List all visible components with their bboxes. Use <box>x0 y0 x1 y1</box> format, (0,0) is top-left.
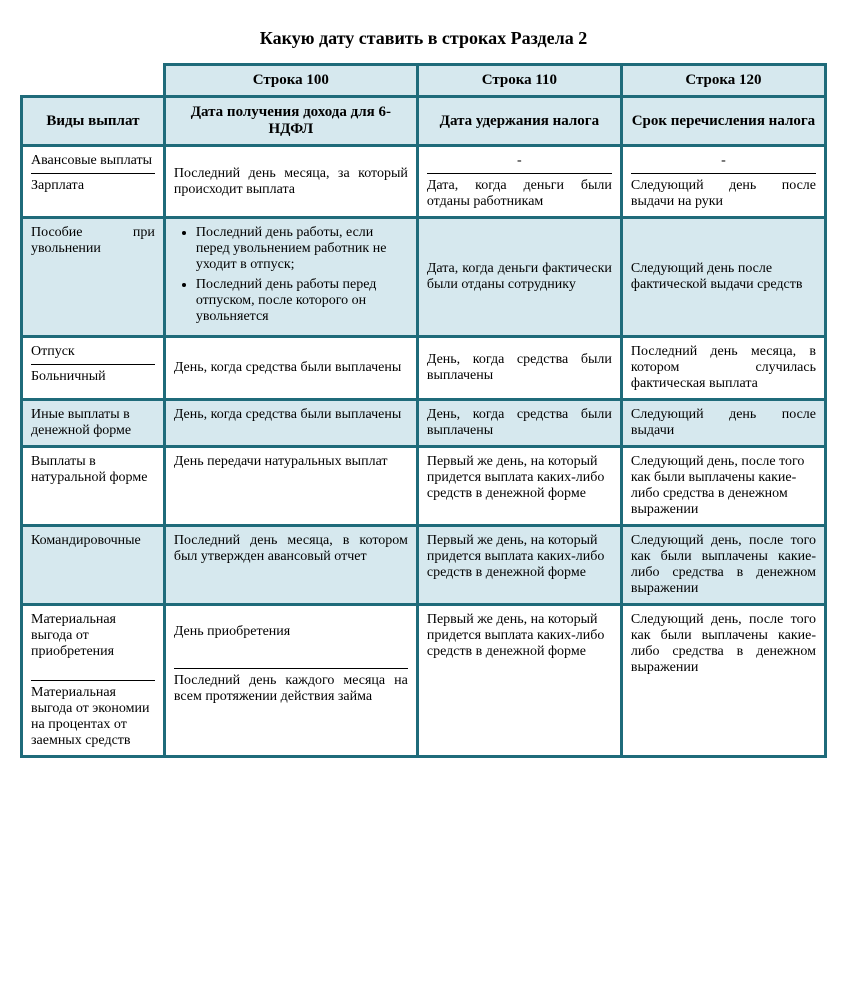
table-header-row-2: Виды выплат Дата получения дохода для 6-… <box>22 97 826 146</box>
income-date-cell: День, когда средства были выплачены <box>164 400 417 447</box>
cell-value: - <box>427 153 612 174</box>
table-row: Пособие при увольнении Последний день ра… <box>22 218 826 337</box>
cell-value: Дата, когда деньги были отданы работника… <box>427 178 612 210</box>
table-row: Выплаты в натуральной форме День передач… <box>22 447 826 526</box>
table-row: Материальная выгода от приобретения Мате… <box>22 605 826 757</box>
payment-type-cell: Авансовые выплаты Зарплата <box>22 146 165 218</box>
col-header-withhold-date: Дата удержания налога <box>417 97 621 146</box>
cell-value: - <box>631 153 816 174</box>
withhold-date-cell: День, когда средства были выплачены <box>417 400 621 447</box>
payment-type-cell: Командировочные <box>22 526 165 605</box>
transfer-date-cell: Последний день месяца, в котором случила… <box>621 337 825 400</box>
payment-type-label: Больничный <box>31 369 155 385</box>
col-header-110: Строка 110 <box>417 65 621 97</box>
col-header-types: Виды выплат <box>22 97 165 146</box>
payment-type-cell: Отпуск Больничный <box>22 337 165 400</box>
transfer-date-cell: Следующий день после выдачи <box>621 400 825 447</box>
payment-type-label: Материальная выгода от приобретения <box>31 612 155 681</box>
payment-type-label: Авансовые выплаты <box>31 153 155 174</box>
cell-value: Последний день каждого месяца на всем пр… <box>174 673 408 705</box>
col-header-transfer-date: Срок перечисления налога <box>621 97 825 146</box>
transfer-date-cell: Следующий день после фактической выдачи … <box>621 218 825 337</box>
withhold-date-cell: Первый же день, на который придется выпл… <box>417 605 621 757</box>
table-row: Иные выплаты в денежной форме День, когд… <box>22 400 826 447</box>
empty-corner <box>22 65 165 97</box>
income-date-cell: День, когда средства были выплачены <box>164 337 417 400</box>
income-date-cell: День передачи натуральных выплат <box>164 447 417 526</box>
payment-type-label: Зарплата <box>31 178 155 194</box>
withhold-date-cell: Первый же день, на который придется выпл… <box>417 526 621 605</box>
col-header-income-date: Дата получения дохода для 6-НДФЛ <box>164 97 417 146</box>
transfer-date-cell: Следующий день, после того как были выпл… <box>621 447 825 526</box>
tax-date-table: Строка 100 Строка 110 Строка 120 Виды вы… <box>20 63 827 758</box>
withhold-date-cell: Первый же день, на который придется выпл… <box>417 447 621 526</box>
list-item: Последний день работы, если перед увольн… <box>196 225 408 273</box>
list-item: Последний день работы перед отпуском, по… <box>196 277 408 325</box>
payment-type-cell: Выплаты в натуральной форме <box>22 447 165 526</box>
income-date-cell: День приобретения Последний день каждого… <box>164 605 417 757</box>
cell-value: Следующий день после выдачи на руки <box>631 178 816 210</box>
transfer-date-cell: Следующий день, после того как были выпл… <box>621 605 825 757</box>
payment-type-label: Отпуск <box>31 344 155 365</box>
table-row: Отпуск Больничный День, когда средства б… <box>22 337 826 400</box>
cell-value: День приобретения <box>174 612 408 669</box>
payment-type-cell: Иные выплаты в денежной форме <box>22 400 165 447</box>
withhold-date-cell: Дата, когда деньги фактически были отдан… <box>417 218 621 337</box>
col-header-100: Строка 100 <box>164 65 417 97</box>
payment-type-cell: Пособие при увольнении <box>22 218 165 337</box>
payment-type-label: Материальная выгода от экономии на проце… <box>31 685 155 749</box>
table-row: Командировочные Последний день месяца, в… <box>22 526 826 605</box>
withhold-date-cell: - Дата, когда деньги были отданы работни… <box>417 146 621 218</box>
col-header-120: Строка 120 <box>621 65 825 97</box>
income-date-cell: Последний день работы, если перед увольн… <box>164 218 417 337</box>
payment-type-cell: Материальная выгода от приобретения Мате… <box>22 605 165 757</box>
income-date-cell: Последний день месяца, за который происх… <box>164 146 417 218</box>
transfer-date-cell: - Следующий день после выдачи на руки <box>621 146 825 218</box>
table-row: Авансовые выплаты Зарплата Последний ден… <box>22 146 826 218</box>
withhold-date-cell: День, когда средства были выплачены <box>417 337 621 400</box>
page-title: Какую дату ставить в строках Раздела 2 <box>20 28 827 49</box>
income-date-cell: Последний день месяца, в котором был утв… <box>164 526 417 605</box>
transfer-date-cell: Следующий день, после того как были выпл… <box>621 526 825 605</box>
table-header-row-1: Строка 100 Строка 110 Строка 120 <box>22 65 826 97</box>
